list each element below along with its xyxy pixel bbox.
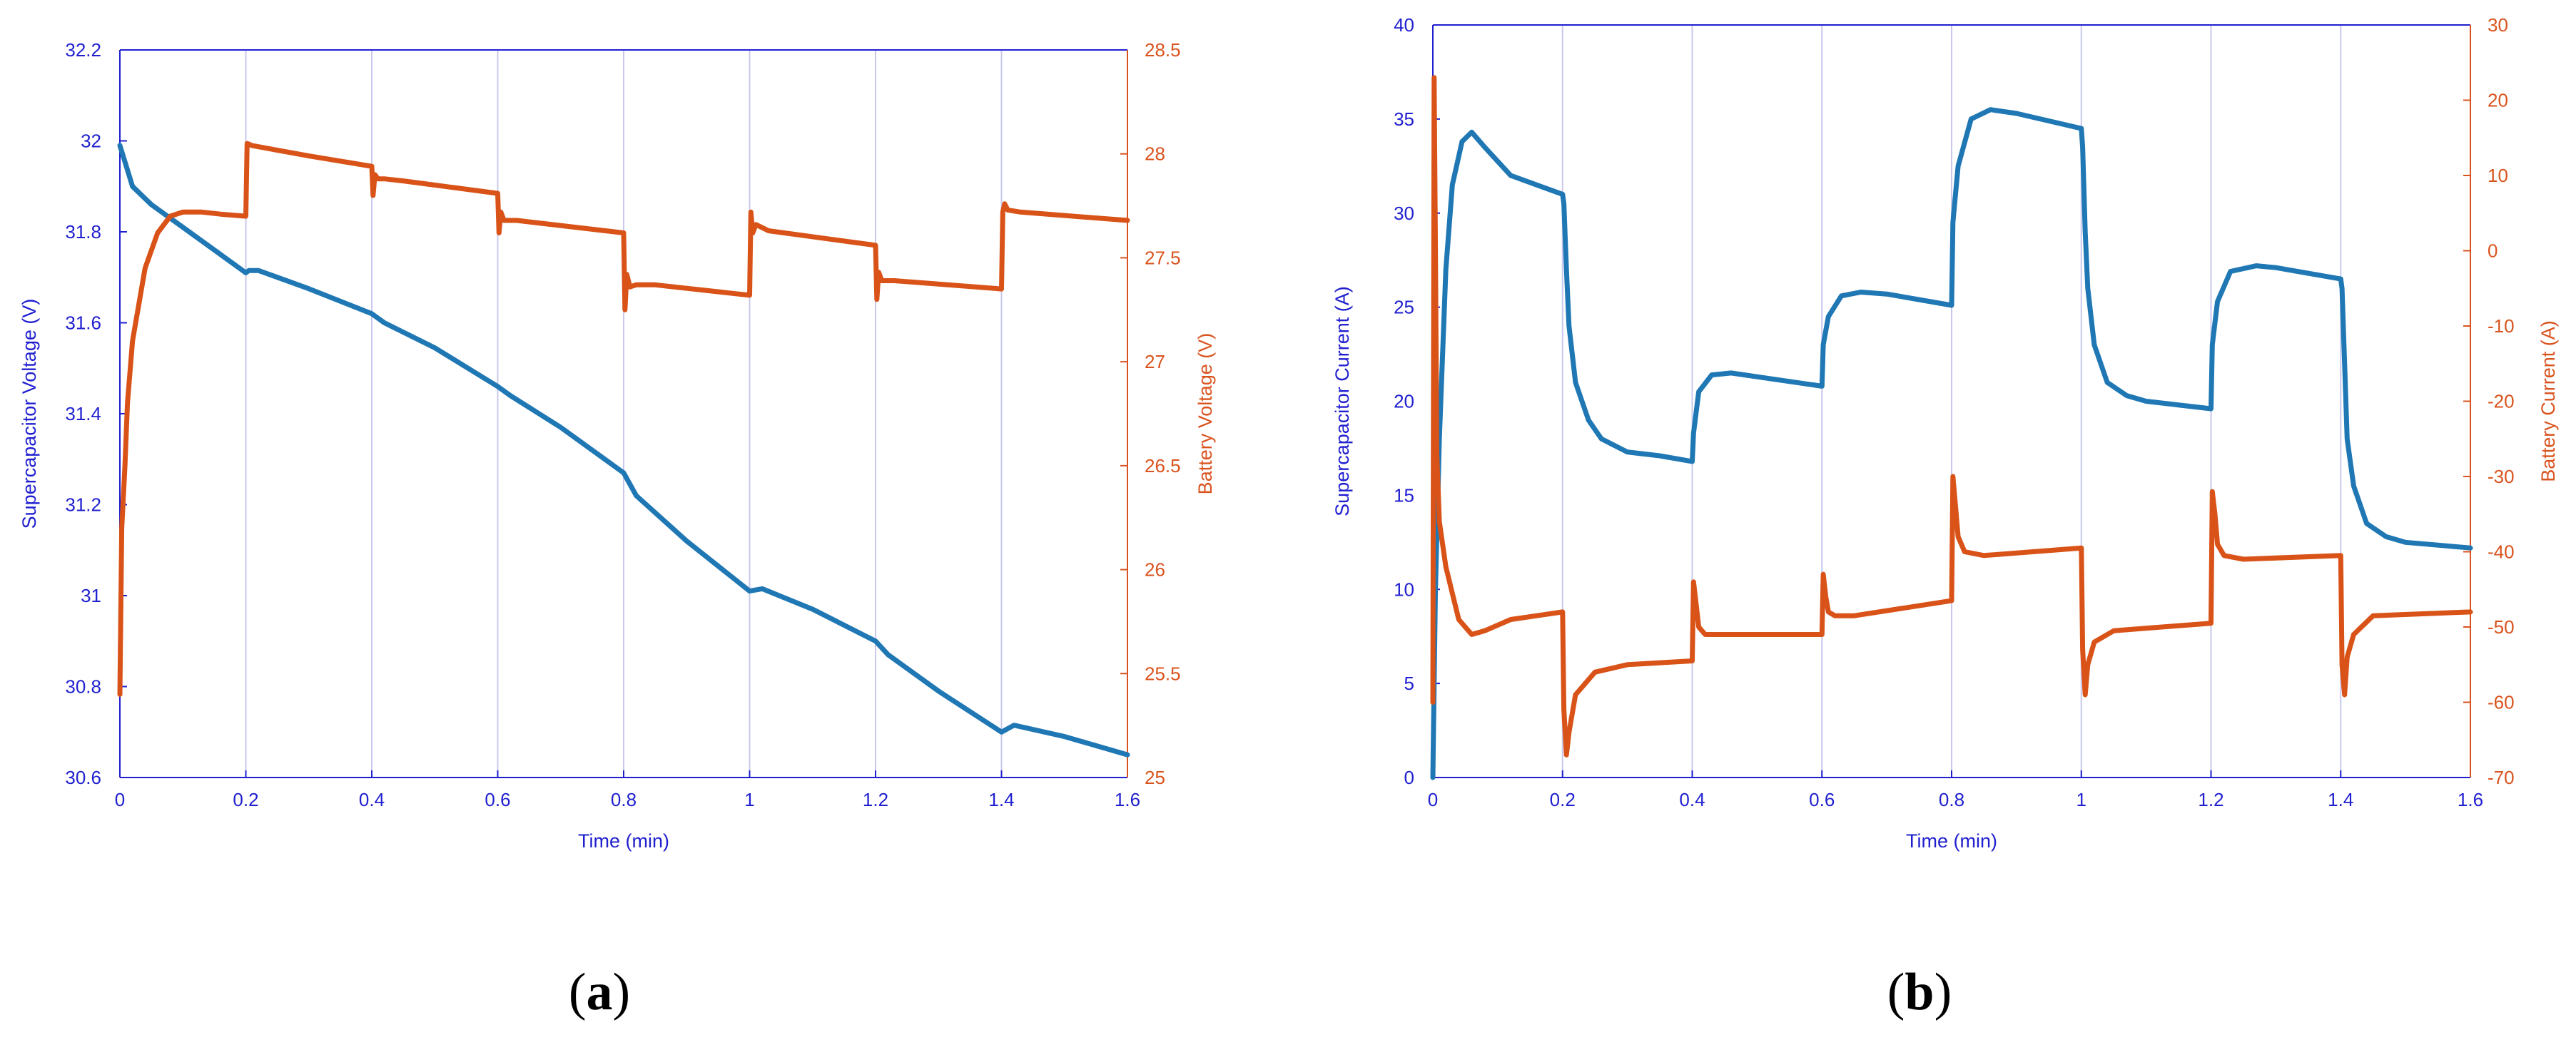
y-tick-label: 30.8 — [65, 676, 101, 698]
y-tick-label: 20 — [1394, 391, 1414, 412]
y-right-tick-label: 10 — [2488, 165, 2508, 186]
y-right-tick-label: -40 — [2488, 541, 2515, 563]
y-tick-label: 30.6 — [65, 767, 101, 788]
y-right-tick-label: -10 — [2488, 315, 2515, 337]
y-right-tick-label: 20 — [2488, 90, 2508, 111]
x-tick-label: 0.6 — [485, 789, 510, 810]
x-axis-label: Time (min) — [578, 830, 669, 852]
x-tick-label: 0.4 — [1679, 789, 1705, 810]
x-tick-label: 0.6 — [1809, 789, 1835, 810]
x-tick-label: 0.2 — [233, 789, 258, 810]
y-right-tick-label: -20 — [2488, 391, 2515, 412]
y-right-tick-label: 26 — [1145, 559, 1165, 581]
x-tick-label: 0.2 — [1550, 789, 1576, 810]
x-tick-label: 1.4 — [2328, 789, 2353, 810]
y-right-tick-label: -50 — [2488, 616, 2515, 638]
y-right-tick-label: -70 — [2488, 767, 2515, 788]
y-tick-label: 15 — [1394, 484, 1414, 506]
x-tick-label: 1.4 — [988, 789, 1014, 810]
y-right-tick-label: -30 — [2488, 466, 2515, 487]
y-right-tick-label: 25 — [1145, 767, 1165, 788]
x-tick-label: 1 — [2076, 789, 2086, 810]
y-tick-label: 31.6 — [65, 312, 101, 334]
y-tick-label: 32 — [81, 131, 101, 152]
y-tick-label: 31 — [81, 585, 101, 606]
series-line-battery — [1430, 75, 2473, 758]
y-tick-label: 31.2 — [65, 494, 101, 516]
x-tick-label: 1 — [744, 789, 754, 810]
y-tick-label: 0 — [1404, 767, 1414, 788]
y-right-tick-label: 28.5 — [1145, 39, 1181, 61]
y-right-tick-label: 26.5 — [1145, 455, 1181, 476]
y-right-tick-label: -60 — [2488, 692, 2515, 713]
y-tick-label: 35 — [1394, 108, 1414, 130]
series-line-supercapacitor — [117, 143, 1130, 758]
y-right-axis-label: Battery Current (A) — [2537, 320, 2559, 482]
x-tick-label: 1.2 — [2198, 789, 2223, 810]
y-axis-label: Supercapacitor Current (A) — [1332, 286, 1353, 516]
y-tick-label: 31.4 — [65, 403, 101, 424]
y-right-tick-label: 25.5 — [1145, 663, 1181, 684]
y-tick-label: 40 — [1394, 14, 1414, 36]
panel-label-a: (a) — [569, 963, 630, 1021]
y-tick-label: 31.8 — [65, 221, 101, 243]
panel-label-b: (b) — [1887, 963, 1952, 1021]
y-right-tick-label: 27.5 — [1145, 247, 1181, 268]
x-tick-label: 0 — [115, 789, 125, 810]
y-tick-label: 30 — [1394, 203, 1414, 224]
y-axis-label: Supercapacitor Voltage (V) — [19, 299, 40, 529]
y-right-tick-label: 0 — [2488, 240, 2498, 262]
x-tick-label: 0.8 — [611, 789, 637, 810]
x-axis-label: Time (min) — [1906, 830, 1997, 852]
x-tick-label: 1.6 — [2458, 789, 2483, 810]
y-right-tick-label: 30 — [2488, 14, 2508, 36]
x-tick-label: 0.4 — [359, 789, 385, 810]
series-line-battery — [117, 141, 1130, 697]
y-tick-label: 25 — [1394, 297, 1414, 318]
x-tick-label: 0 — [1428, 789, 1438, 810]
chart-panel-a: 0 0.2 0.4 0.6 0.8 1 1.2 1.4 1.6 30.6 30.8 31 31.2 31.… — [19, 39, 1216, 852]
series-line-supercapacitor — [1430, 107, 2473, 780]
y-tick-label: 5 — [1404, 673, 1414, 694]
x-tick-label: 1.6 — [1115, 789, 1140, 810]
y-right-tick-label: 27 — [1145, 351, 1165, 372]
y-right-tick-label: 28 — [1145, 143, 1165, 165]
x-tick-label: 1.2 — [863, 789, 888, 810]
y-tick-label: 10 — [1394, 578, 1414, 600]
x-tick-label: 0.8 — [1939, 789, 1964, 810]
y-right-axis-label: Battery Voltage (V) — [1195, 333, 1216, 495]
y-tick-label: 32.2 — [65, 39, 101, 61]
chart-panel-b: 0 0.2 0.4 0.6 0.8 1 1.2 1.4 1.6 0 5 10 15 20 25 30 35 40 -… — [1332, 14, 2559, 852]
